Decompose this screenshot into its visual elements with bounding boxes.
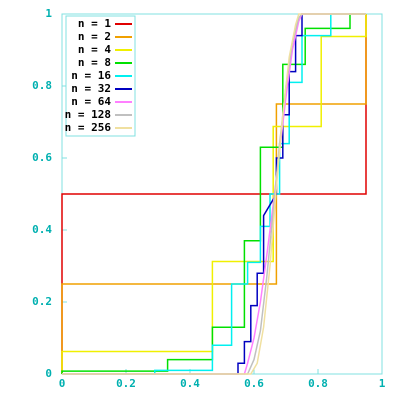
y-tick-label: 0.6 xyxy=(32,151,52,164)
cdf-line xyxy=(62,13,366,375)
legend-label: n = 1 xyxy=(78,17,111,30)
cdf-line xyxy=(62,13,366,375)
legend-label: n = 256 xyxy=(65,121,112,134)
x-tick-label: 0 xyxy=(59,377,66,390)
legend-label: n = 8 xyxy=(78,56,111,69)
legend-label: n = 32 xyxy=(71,82,111,95)
legend-label: n = 2 xyxy=(78,30,111,43)
y-tick-label: 0.2 xyxy=(32,295,52,308)
y-tick-label: 1 xyxy=(45,7,52,20)
x-tick-label: 0.2 xyxy=(116,377,136,390)
x-tick-label: 1 xyxy=(379,377,386,390)
legend-label: n = 4 xyxy=(78,43,111,56)
legend-label: n = 64 xyxy=(71,95,111,108)
legend-label: n = 16 xyxy=(71,69,111,82)
x-tick-label: 0.8 xyxy=(308,377,328,390)
x-tick-label: 0.6 xyxy=(244,377,264,390)
cdf-line xyxy=(62,13,366,375)
x-tick-label: 0.4 xyxy=(180,377,200,390)
y-tick-label: 0.4 xyxy=(32,223,52,236)
legend-label: n = 128 xyxy=(65,108,111,121)
cdf-line xyxy=(62,13,366,375)
y-tick-label: 0.8 xyxy=(32,79,52,92)
y-tick-label: 0 xyxy=(45,367,52,380)
